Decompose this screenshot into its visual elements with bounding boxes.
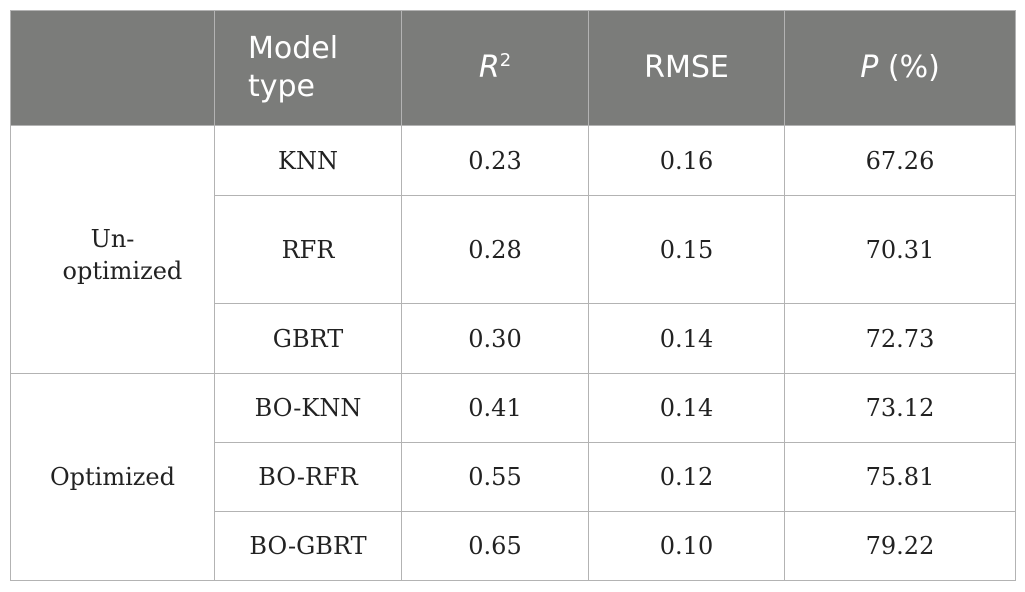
- cell-model: BO-GBRT: [214, 511, 402, 581]
- header-model-type-label: Model type: [248, 31, 339, 104]
- cell-rmse: 0.14: [588, 373, 785, 443]
- cell-r2: 0.23: [401, 125, 589, 196]
- header-r2-base: R: [478, 50, 500, 85]
- header-p: P (%): [784, 10, 1016, 126]
- table-row: GBRT 0.30 0.14 72.73: [10, 303, 1016, 374]
- cell-model: BO-RFR: [214, 442, 402, 512]
- cell-model: RFR: [214, 195, 402, 304]
- cell-rmse: 0.15: [588, 195, 785, 304]
- table-row: BO-RFR 0.55 0.12 75.81: [11, 442, 1016, 512]
- cell-r2: 0.30: [401, 303, 589, 374]
- table-row: Un-optimized KNN 0.23 0.16 67.26: [10, 125, 1016, 304]
- cell-model: BO-KNN: [214, 373, 402, 443]
- cell-rmse: 0.12: [588, 442, 785, 512]
- cell-p: 73.12: [784, 373, 1016, 443]
- results-table: Model type R2 RMSE P (%) Un-optimized KN…: [10, 10, 1016, 581]
- table-row: Optimized BO-KNN 0.41 0.14 73.12: [10, 373, 1016, 581]
- cell-rmse: 0.16: [588, 125, 785, 196]
- header-group: [10, 10, 215, 126]
- header-r2-exp: 2: [499, 50, 512, 71]
- cell-rmse: 0.14: [588, 303, 785, 374]
- cell-r2: 0.55: [401, 442, 589, 512]
- cell-rmse: 0.10: [588, 511, 785, 581]
- cell-model: KNN: [214, 125, 402, 196]
- header-model-type: Model type: [214, 10, 402, 126]
- cell-r2: 0.65: [401, 511, 589, 581]
- cell-p: 75.81: [784, 442, 1016, 512]
- cell-r2: 0.28: [401, 195, 589, 304]
- cell-p: 67.26: [784, 125, 1016, 196]
- header-p-symbol: P: [860, 50, 879, 85]
- cell-p: 72.73: [784, 303, 1016, 374]
- header-p-unit: (%): [887, 50, 940, 85]
- group-label-unoptimized: Un-optimized: [10, 125, 215, 304]
- group-label-optimized: Optimized: [10, 373, 215, 581]
- cell-p: 70.31: [784, 195, 1016, 304]
- header-row: Model type R2 RMSE P (%): [10, 10, 1016, 126]
- header-r2: R2: [401, 10, 589, 126]
- cell-p: 79.22: [784, 511, 1016, 581]
- group-label-text: Un-optimized: [62, 224, 183, 285]
- cell-model: GBRT: [214, 303, 402, 374]
- cell-r2: 0.41: [401, 373, 589, 443]
- table-row: BO-GBRT 0.65 0.10 79.22: [11, 511, 1016, 581]
- header-rmse: RMSE: [588, 10, 785, 126]
- group-spacer: [10, 303, 215, 374]
